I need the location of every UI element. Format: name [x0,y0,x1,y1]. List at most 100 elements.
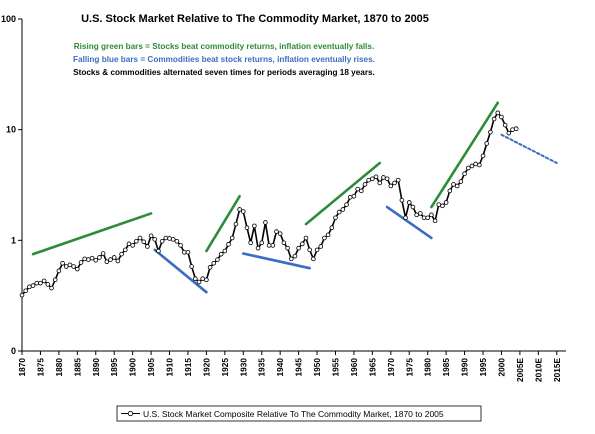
data-point [384,176,390,182]
data-point [263,220,268,225]
data-point [307,247,312,253]
data-point [392,180,397,186]
data-point [52,277,58,283]
data-point [381,175,386,180]
data-point [196,279,202,285]
data-point [340,207,346,212]
data-point [281,240,287,246]
x-tick-label: 1925 [220,358,230,377]
data-point [299,241,305,247]
x-tick-label: 1920 [201,358,211,377]
data-point [122,247,128,253]
data-point [63,264,69,269]
data-point [41,278,47,284]
data-point [207,265,213,270]
data-point [473,161,478,167]
trend-line-rising [304,161,382,226]
data-point [237,207,242,212]
data-point [240,209,246,214]
data-point [425,215,430,221]
data-point [189,264,194,269]
data-point [75,266,80,272]
data-point [156,248,161,254]
trend-line-falling [385,205,433,240]
y-tick-label: 100 [1,14,16,24]
trend-line-falling [153,248,208,294]
data-point [71,264,76,269]
data-point [185,249,191,255]
data-point [174,239,180,244]
data-point [370,176,375,182]
data-point [403,215,408,221]
data-point [78,260,84,265]
annotation-rising-green: Rising green bars = Stocks beat commodit… [74,42,375,51]
x-tick-label: 2015E [552,358,562,382]
data-point [510,127,515,132]
x-tick-label: 1965 [367,358,377,377]
series-line [19,110,519,298]
data-point [303,235,309,241]
data-point [167,236,172,241]
data-point [86,257,91,262]
x-tick-label: 1910 [165,358,175,377]
data-point [410,204,416,210]
data-point [49,285,54,291]
x-tick-label: 1940 [275,358,285,377]
data-point [373,174,379,180]
data-point [458,179,464,184]
data-point [318,244,324,249]
data-point [296,245,301,251]
data-point [178,243,183,248]
data-point [159,239,165,244]
legend-box [116,405,482,422]
data-point [163,235,169,241]
x-tick-label: 1875 [35,358,45,377]
data-point [215,257,220,262]
data-point [499,114,504,120]
x-tick-label: 1890 [91,358,101,377]
x-tick-label: 1970 [386,358,396,377]
data-point [100,251,106,256]
trend-line-rising [31,212,153,256]
data-point [148,233,154,239]
annotation-alternated: Stocks & commodities alternated seven ti… [73,68,375,77]
data-point [292,253,298,259]
data-point [454,183,460,189]
data-point [347,194,353,200]
data-point [111,255,117,260]
legend-marker-swatch [127,410,134,417]
data-point [56,268,62,274]
data-point [469,163,475,169]
x-tick-label: 1980 [423,358,433,377]
data-point [359,188,364,194]
data-point [211,261,217,266]
data-point [406,200,412,205]
x-axis-ticks: 1870 1875 1880 1885 1890 1895 1900 1905 1910 1915… [17,351,562,382]
data-point [60,261,65,266]
data-point [19,292,25,298]
x-tick-label: 1960 [349,358,359,377]
chart-title: U.S. Stock Market Relative to The Commod… [81,13,429,25]
data-point [322,235,327,241]
data-point [288,256,294,262]
data-point [141,239,147,245]
data-point [436,202,442,207]
trend-line-falling [241,252,311,270]
x-tick-label: 1950 [312,358,322,377]
y-tick-label: 1 [11,235,16,245]
data-point [480,153,486,159]
data-point [200,276,206,282]
data-point [130,243,135,248]
data-point [252,223,257,229]
data-point [82,256,87,262]
data-point [126,241,132,247]
data-point [495,110,501,116]
data-point [355,186,360,192]
data-point [477,162,482,168]
data-point [218,251,224,257]
trend-segments [31,101,558,294]
data-point [30,283,36,288]
data-point [255,245,261,251]
x-tick-label: 1995 [478,358,488,377]
data-point [104,259,110,265]
